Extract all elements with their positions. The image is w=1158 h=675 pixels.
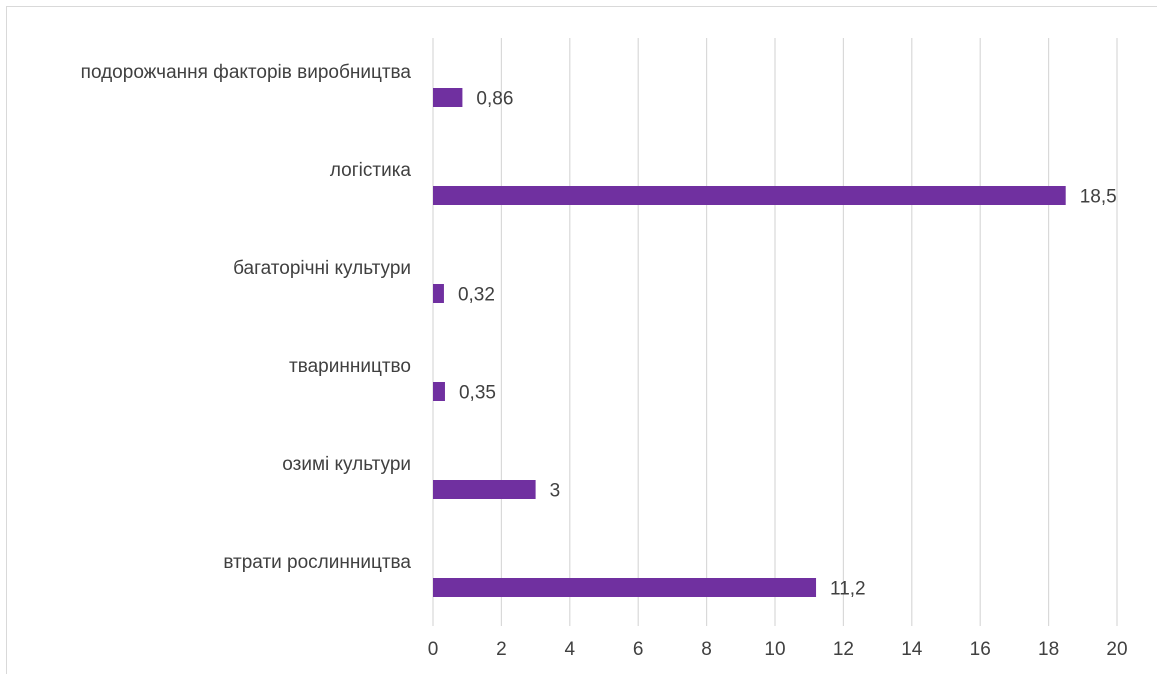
- category-label: озимі культури: [282, 454, 411, 475]
- data-label: 0,32: [458, 285, 495, 306]
- data-label: 11,2: [830, 579, 866, 600]
- x-tick-label: 18: [1038, 639, 1059, 660]
- data-labels: 0,86 18,5 0,32 0,35 3 11,2: [458, 89, 1117, 600]
- category-label: тваринництво: [289, 356, 411, 377]
- grid: [432, 38, 1118, 626]
- category-labels: подорожчання факторів виробництва логісти…: [81, 62, 412, 573]
- data-label: 0,86: [476, 89, 513, 110]
- x-tick-label: 0: [428, 639, 439, 660]
- bar: [433, 382, 445, 401]
- category-label: втрати рослинництва: [223, 552, 411, 573]
- category-label: багаторічні культури: [233, 258, 411, 279]
- x-tick-label: 8: [701, 639, 712, 660]
- category-label: логістика: [330, 160, 412, 181]
- data-label: 18,5: [1080, 187, 1117, 208]
- category-label: подорожчання факторів виробництва: [81, 62, 412, 83]
- bar: [433, 480, 536, 499]
- x-tick-label: 6: [633, 639, 644, 660]
- x-tick-label: 12: [833, 639, 854, 660]
- bars: [433, 88, 1066, 597]
- bar: [433, 578, 817, 597]
- x-tick-label: 14: [901, 639, 923, 660]
- x-tick-label: 20: [1106, 639, 1127, 660]
- bar: [433, 284, 444, 303]
- x-tick-label: 10: [764, 639, 785, 660]
- x-tick-label: 4: [565, 639, 576, 660]
- x-axis-ticks: 0 2 4 6 8 10 12 14 16 18 20: [428, 639, 1128, 660]
- data-label: 0,35: [459, 383, 496, 404]
- chart-frame: [6, 6, 1157, 674]
- data-label: 3: [550, 481, 561, 502]
- bar: [433, 88, 463, 107]
- x-tick-label: 2: [496, 639, 507, 660]
- bar: [433, 186, 1066, 205]
- x-tick-label: 16: [970, 639, 991, 660]
